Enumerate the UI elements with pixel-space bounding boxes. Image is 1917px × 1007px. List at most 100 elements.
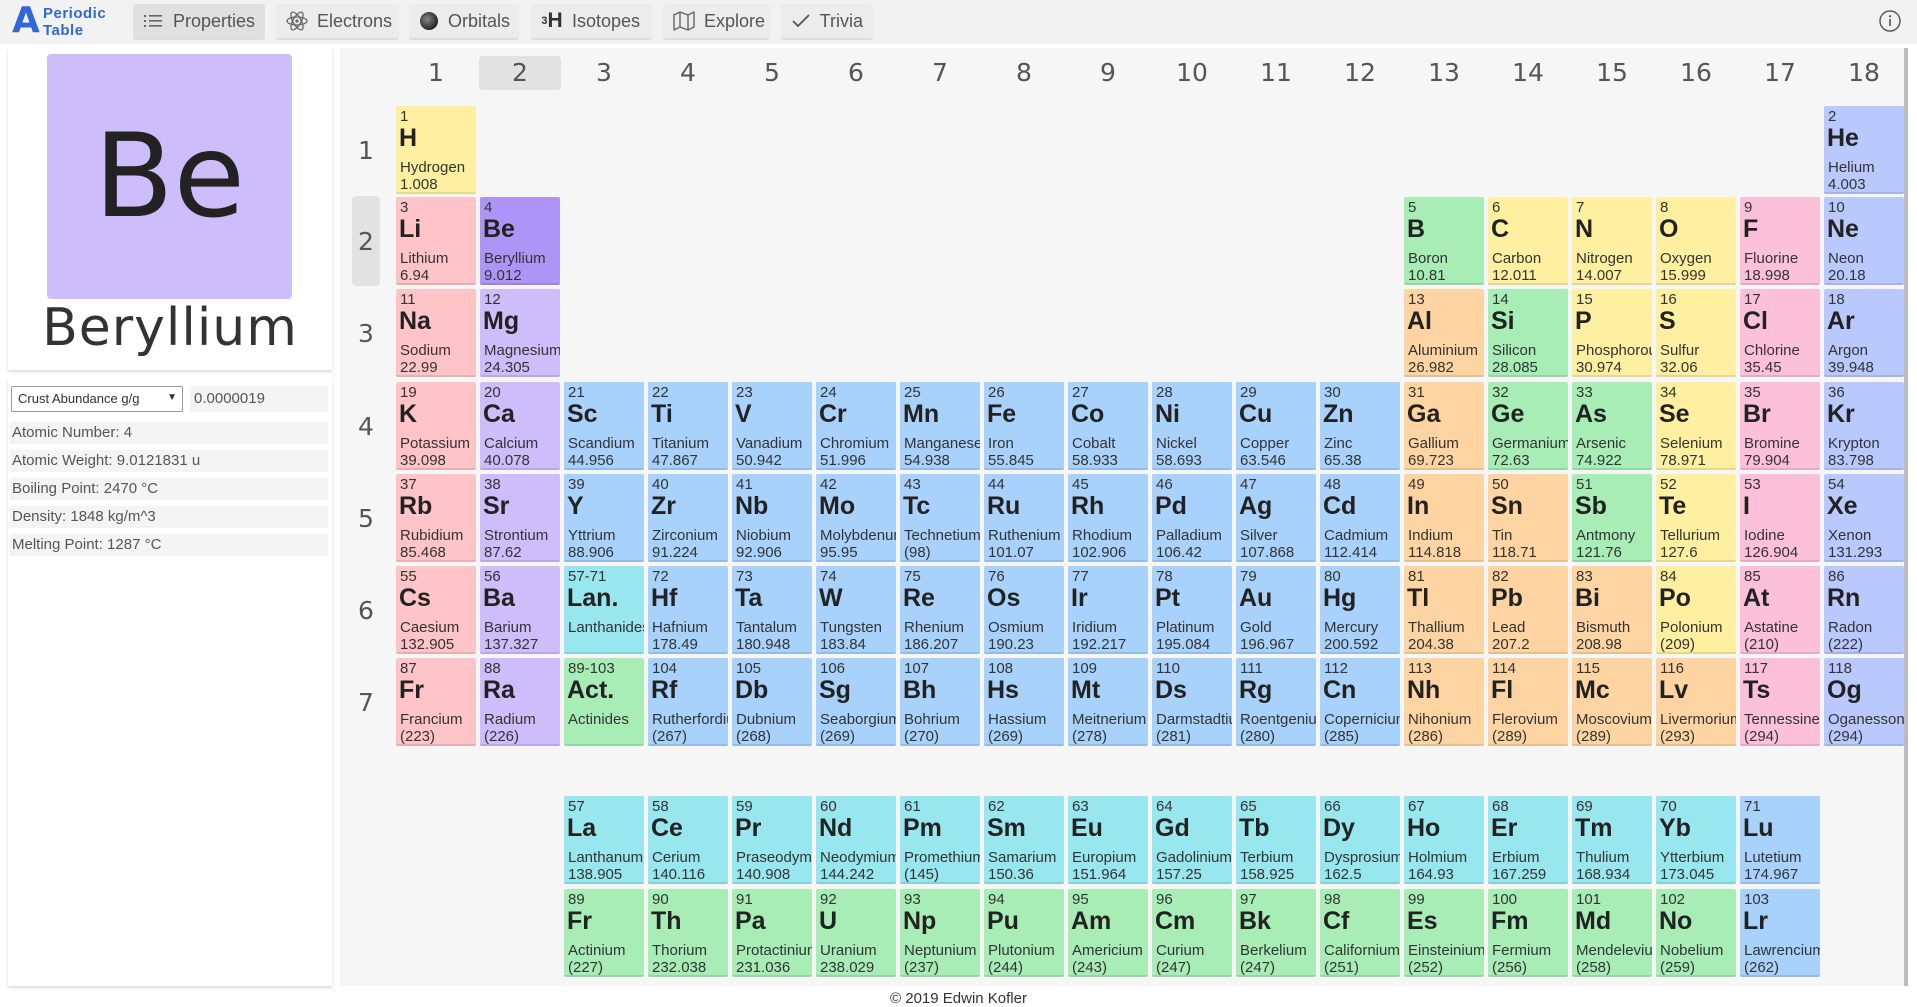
period-header-6[interactable]: 6 — [358, 595, 374, 625]
element-cell-au[interactable]: 79 Au Gold 196.967 — [1236, 566, 1316, 654]
app-logo[interactable]: A Periodic Table — [12, 0, 127, 41]
element-cell-c[interactable]: 6 C Carbon 12.011 — [1488, 197, 1568, 285]
element-cell-p[interactable]: 15P Phosphorous30.974 — [1572, 289, 1652, 377]
element-cell-nb[interactable]: 41 Nb Niobium 92.906 — [732, 474, 812, 562]
element-cell-al[interactable]: 13 Al Aluminium 26.982 — [1404, 289, 1484, 377]
element-cell-ba[interactable]: 56 Ba Barium 137.327 — [480, 566, 560, 654]
element-cell-u[interactable]: 92 U Uranium 238.029 — [816, 889, 896, 977]
element-cell-ru[interactable]: 44 Ru Ruthenium 101.07 — [984, 474, 1064, 562]
element-cell-fe[interactable]: 26 Fe Iron 55.845 — [984, 382, 1064, 470]
element-cell-ho[interactable]: 67 Ho Holmium 164.93 — [1404, 796, 1484, 884]
element-cell-na[interactable]: 11 Na Sodium 22.99 — [396, 289, 476, 377]
element-cell-er[interactable]: 68 Er Erbium 167.259 — [1488, 796, 1568, 884]
element-cell-os[interactable]: 76 Os Osmium 190.23 — [984, 566, 1064, 654]
element-cell-mt[interactable]: 109 Mt Meitnerium (278) — [1068, 658, 1148, 746]
element-cell-k[interactable]: 19 K Potassium 39.098 — [396, 382, 476, 470]
element-cell-li[interactable]: 3 Li Lithium 6.94 — [396, 197, 476, 285]
element-cell-o[interactable]: 8 O Oxygen 15.999 — [1656, 197, 1736, 285]
element-cell-tb[interactable]: 65 Tb Terbium 158.925 — [1236, 796, 1316, 884]
element-cell-cn[interactable]: 112 Cn Copernicium (285) — [1320, 658, 1400, 746]
period-header-2[interactable]: 2 — [352, 196, 380, 286]
element-cell-db[interactable]: 105 Db Dubnium (268) — [732, 658, 812, 746]
element-cell-cl[interactable]: 17 Cl Chlorine 35.45 — [1740, 289, 1820, 377]
element-cell-np[interactable]: 93 Np Neptunium (237) — [900, 889, 980, 977]
element-cell-dy[interactable]: 66 Dy Dysprosium 162.5 — [1320, 796, 1400, 884]
element-cell-ta[interactable]: 73 Ta Tantalum 180.948 — [732, 566, 812, 654]
element-cell-tm[interactable]: 69 Tm Thulium 168.934 — [1572, 796, 1652, 884]
element-cell-si[interactable]: 14 Si Silicon 28.085 — [1488, 289, 1568, 377]
element-cell-kr[interactable]: 36 Kr Krypton 83.798 — [1824, 382, 1904, 470]
period-header-5[interactable]: 5 — [358, 503, 374, 533]
group-header-2[interactable]: 2 — [479, 56, 561, 90]
element-cell-ra[interactable]: 88 Ra Radium (226) — [480, 658, 560, 746]
element-cell-sr[interactable]: 38 Sr Strontium 87.62 — [480, 474, 560, 562]
element-cell-pd[interactable]: 46 Pd Palladium 106.42 — [1152, 474, 1232, 562]
period-header-1[interactable]: 1 — [358, 135, 374, 165]
element-cell-fl[interactable]: 114 Fl Flerovium (289) — [1488, 658, 1568, 746]
element-cell-at[interactable]: 85 At Astatine (210) — [1740, 566, 1820, 654]
element-cell-cm[interactable]: 96 Cm Curium (247) — [1152, 889, 1232, 977]
element-cell-pm[interactable]: 61 Pm Promethium (145) — [900, 796, 980, 884]
element-cell-sg[interactable]: 106 Sg Seaborgium (269) — [816, 658, 896, 746]
element-cell-la[interactable]: 57 La Lanthanum 138.905 — [564, 796, 644, 884]
element-cell-yb[interactable]: 70 Yb Ytterbium 173.045 — [1656, 796, 1736, 884]
group-header-7[interactable]: 7 — [932, 58, 948, 87]
element-cell-in[interactable]: 49 In Indium 114.818 — [1404, 474, 1484, 562]
group-header-5[interactable]: 5 — [764, 58, 780, 87]
element-cell-lu[interactable]: 71 Lu Lutetium 174.967 — [1740, 796, 1820, 884]
element-cell-zr[interactable]: 40 Zr Zirconium 91.224 — [648, 474, 728, 562]
element-cell-po[interactable]: 84 Po Polonium (209) — [1656, 566, 1736, 654]
group-header-13[interactable]: 13 — [1428, 58, 1460, 87]
group-header-9[interactable]: 9 — [1100, 58, 1116, 87]
group-header-11[interactable]: 11 — [1260, 58, 1292, 87]
group-header-17[interactable]: 17 — [1764, 58, 1796, 87]
element-cell-be[interactable]: 4 Be Beryllium 9.012 — [480, 197, 560, 285]
element-cell-fr[interactable]: 87 Fr Francium (223) — [396, 658, 476, 746]
element-cell-ne[interactable]: 10 Ne Neon 20.18 — [1824, 197, 1904, 285]
element-cell-cs[interactable]: 55 Cs Caesium 132.905 — [396, 566, 476, 654]
group-header-12[interactable]: 12 — [1344, 58, 1376, 87]
element-cell-xe[interactable]: 54 Xe Xenon 131.293 — [1824, 474, 1904, 562]
nav-properties-button[interactable]: Properties — [133, 4, 265, 40]
element-cell-pa[interactable]: 91 Pa Protactinium 231.036 — [732, 889, 812, 977]
element-cell-y[interactable]: 39 Y Yttrium 88.906 — [564, 474, 644, 562]
element-cell-es[interactable]: 99 Es Einsteinium (252) — [1404, 889, 1484, 977]
element-cell-re[interactable]: 75 Re Rhenium 186.207 — [900, 566, 980, 654]
group-header-1[interactable]: 1 — [428, 58, 444, 87]
element-cell-cd[interactable]: 48 Cd Cadmium 112.414 — [1320, 474, 1400, 562]
group-header-8[interactable]: 8 — [1016, 58, 1032, 87]
element-cell-v[interactable]: 23 V Vanadium 50.942 — [732, 382, 812, 470]
info-button[interactable] — [1875, 6, 1905, 36]
element-cell-ga[interactable]: 31 Ga Gallium 69.723 — [1404, 382, 1484, 470]
element-cell-fm[interactable]: 100 Fm Fermium (256) — [1488, 889, 1568, 977]
element-cell-s[interactable]: 16 S Sulfur 32.06 — [1656, 289, 1736, 377]
element-cell-se[interactable]: 34 Se Selenium 78.971 — [1656, 382, 1736, 470]
element-cell-nh[interactable]: 113 Nh Nihonium (286) — [1404, 658, 1484, 746]
element-cell-hf[interactable]: 72 Hf Hafnium 178.49 — [648, 566, 728, 654]
element-cell-lan[interactable]: 57-71 Lan. Lanthanides — [564, 566, 644, 654]
element-cell-no[interactable]: 102 No Nobelium (259) — [1656, 889, 1736, 977]
element-cell-ce[interactable]: 58 Ce Cerium 140.116 — [648, 796, 728, 884]
element-cell-mg[interactable]: 12 Mg Magnesium 24.305 — [480, 289, 560, 377]
element-cell-th[interactable]: 90 Th Thorium 232.038 — [648, 889, 728, 977]
element-cell-co[interactable]: 27 Co Cobalt 58.933 — [1068, 382, 1148, 470]
element-cell-cr[interactable]: 24 Cr Chromium 51.996 — [816, 382, 896, 470]
element-cell-eu[interactable]: 63 Eu Europium 151.964 — [1068, 796, 1148, 884]
nav-explore-button[interactable]: Explore — [663, 4, 770, 40]
element-cell-n[interactable]: 7 N Nitrogen 14.007 — [1572, 197, 1652, 285]
group-header-3[interactable]: 3 — [596, 58, 612, 87]
element-cell-te[interactable]: 52 Te Tellurium 127.6 — [1656, 474, 1736, 562]
element-cell-og[interactable]: 118 Og Oganesson (294) — [1824, 658, 1904, 746]
element-cell-sc[interactable]: 21 Sc Scandium 44.956 — [564, 382, 644, 470]
element-cell-w[interactable]: 74 W Tungsten 183.84 — [816, 566, 896, 654]
nav-orbitals-button[interactable]: Orbitals — [409, 4, 519, 40]
element-cell-pb[interactable]: 82 Pb Lead 207.2 — [1488, 566, 1568, 654]
property-select[interactable]: Crust Abundance g/g ▼ — [11, 386, 183, 412]
element-cell-lv[interactable]: 116 Lv Livermorium (293) — [1656, 658, 1736, 746]
